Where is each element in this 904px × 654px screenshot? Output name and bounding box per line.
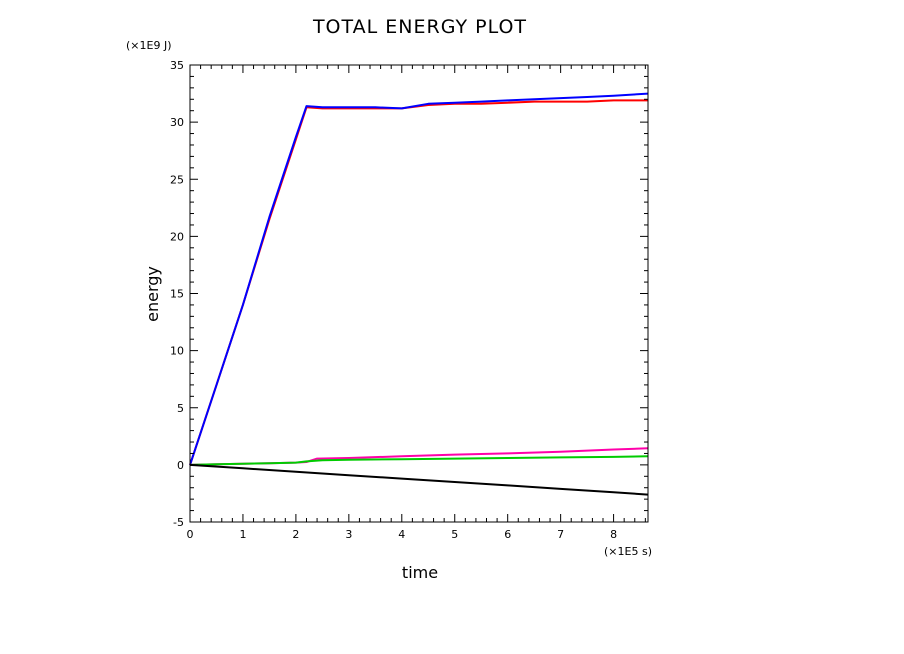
y-tick-label: -5 — [173, 516, 184, 529]
y-tick-label: 5 — [177, 402, 184, 415]
chart-title: TOTAL ENERGY PLOT — [312, 16, 527, 38]
x-multiplier-label: (×1E5 s) — [604, 545, 652, 558]
x-tick-label: 5 — [451, 528, 458, 541]
series-layer — [189, 92, 649, 496]
series-blue-line — [189, 92, 649, 466]
x-tick-label: 7 — [557, 528, 564, 541]
y-tick-label: 25 — [170, 173, 184, 186]
plot-area-frame — [189, 64, 649, 523]
x-tick-label: 8 — [610, 528, 617, 541]
x-tick-label: 0 — [187, 528, 194, 541]
series-red-line — [189, 99, 648, 466]
x-tick-label: 6 — [504, 528, 511, 541]
y-tick-label: 10 — [170, 345, 184, 358]
x-tick-label: 3 — [345, 528, 352, 541]
x-axis-label: time — [402, 563, 438, 582]
y-axis-label: energy — [143, 266, 162, 322]
y-tick-label: 30 — [170, 116, 184, 129]
x-tick-label: 1 — [239, 528, 246, 541]
series-black-line — [189, 463, 649, 496]
x-tick-label: 2 — [292, 528, 299, 541]
y-tick-label: 15 — [170, 288, 184, 301]
x-tick-label: 4 — [398, 528, 405, 541]
y-tick-label: 35 — [170, 59, 184, 72]
series-green-line — [189, 455, 649, 466]
y-tick-label: 0 — [177, 459, 184, 472]
y-tick-label: 20 — [170, 230, 184, 243]
y-multiplier-label: (×1E9 J) — [126, 39, 172, 52]
